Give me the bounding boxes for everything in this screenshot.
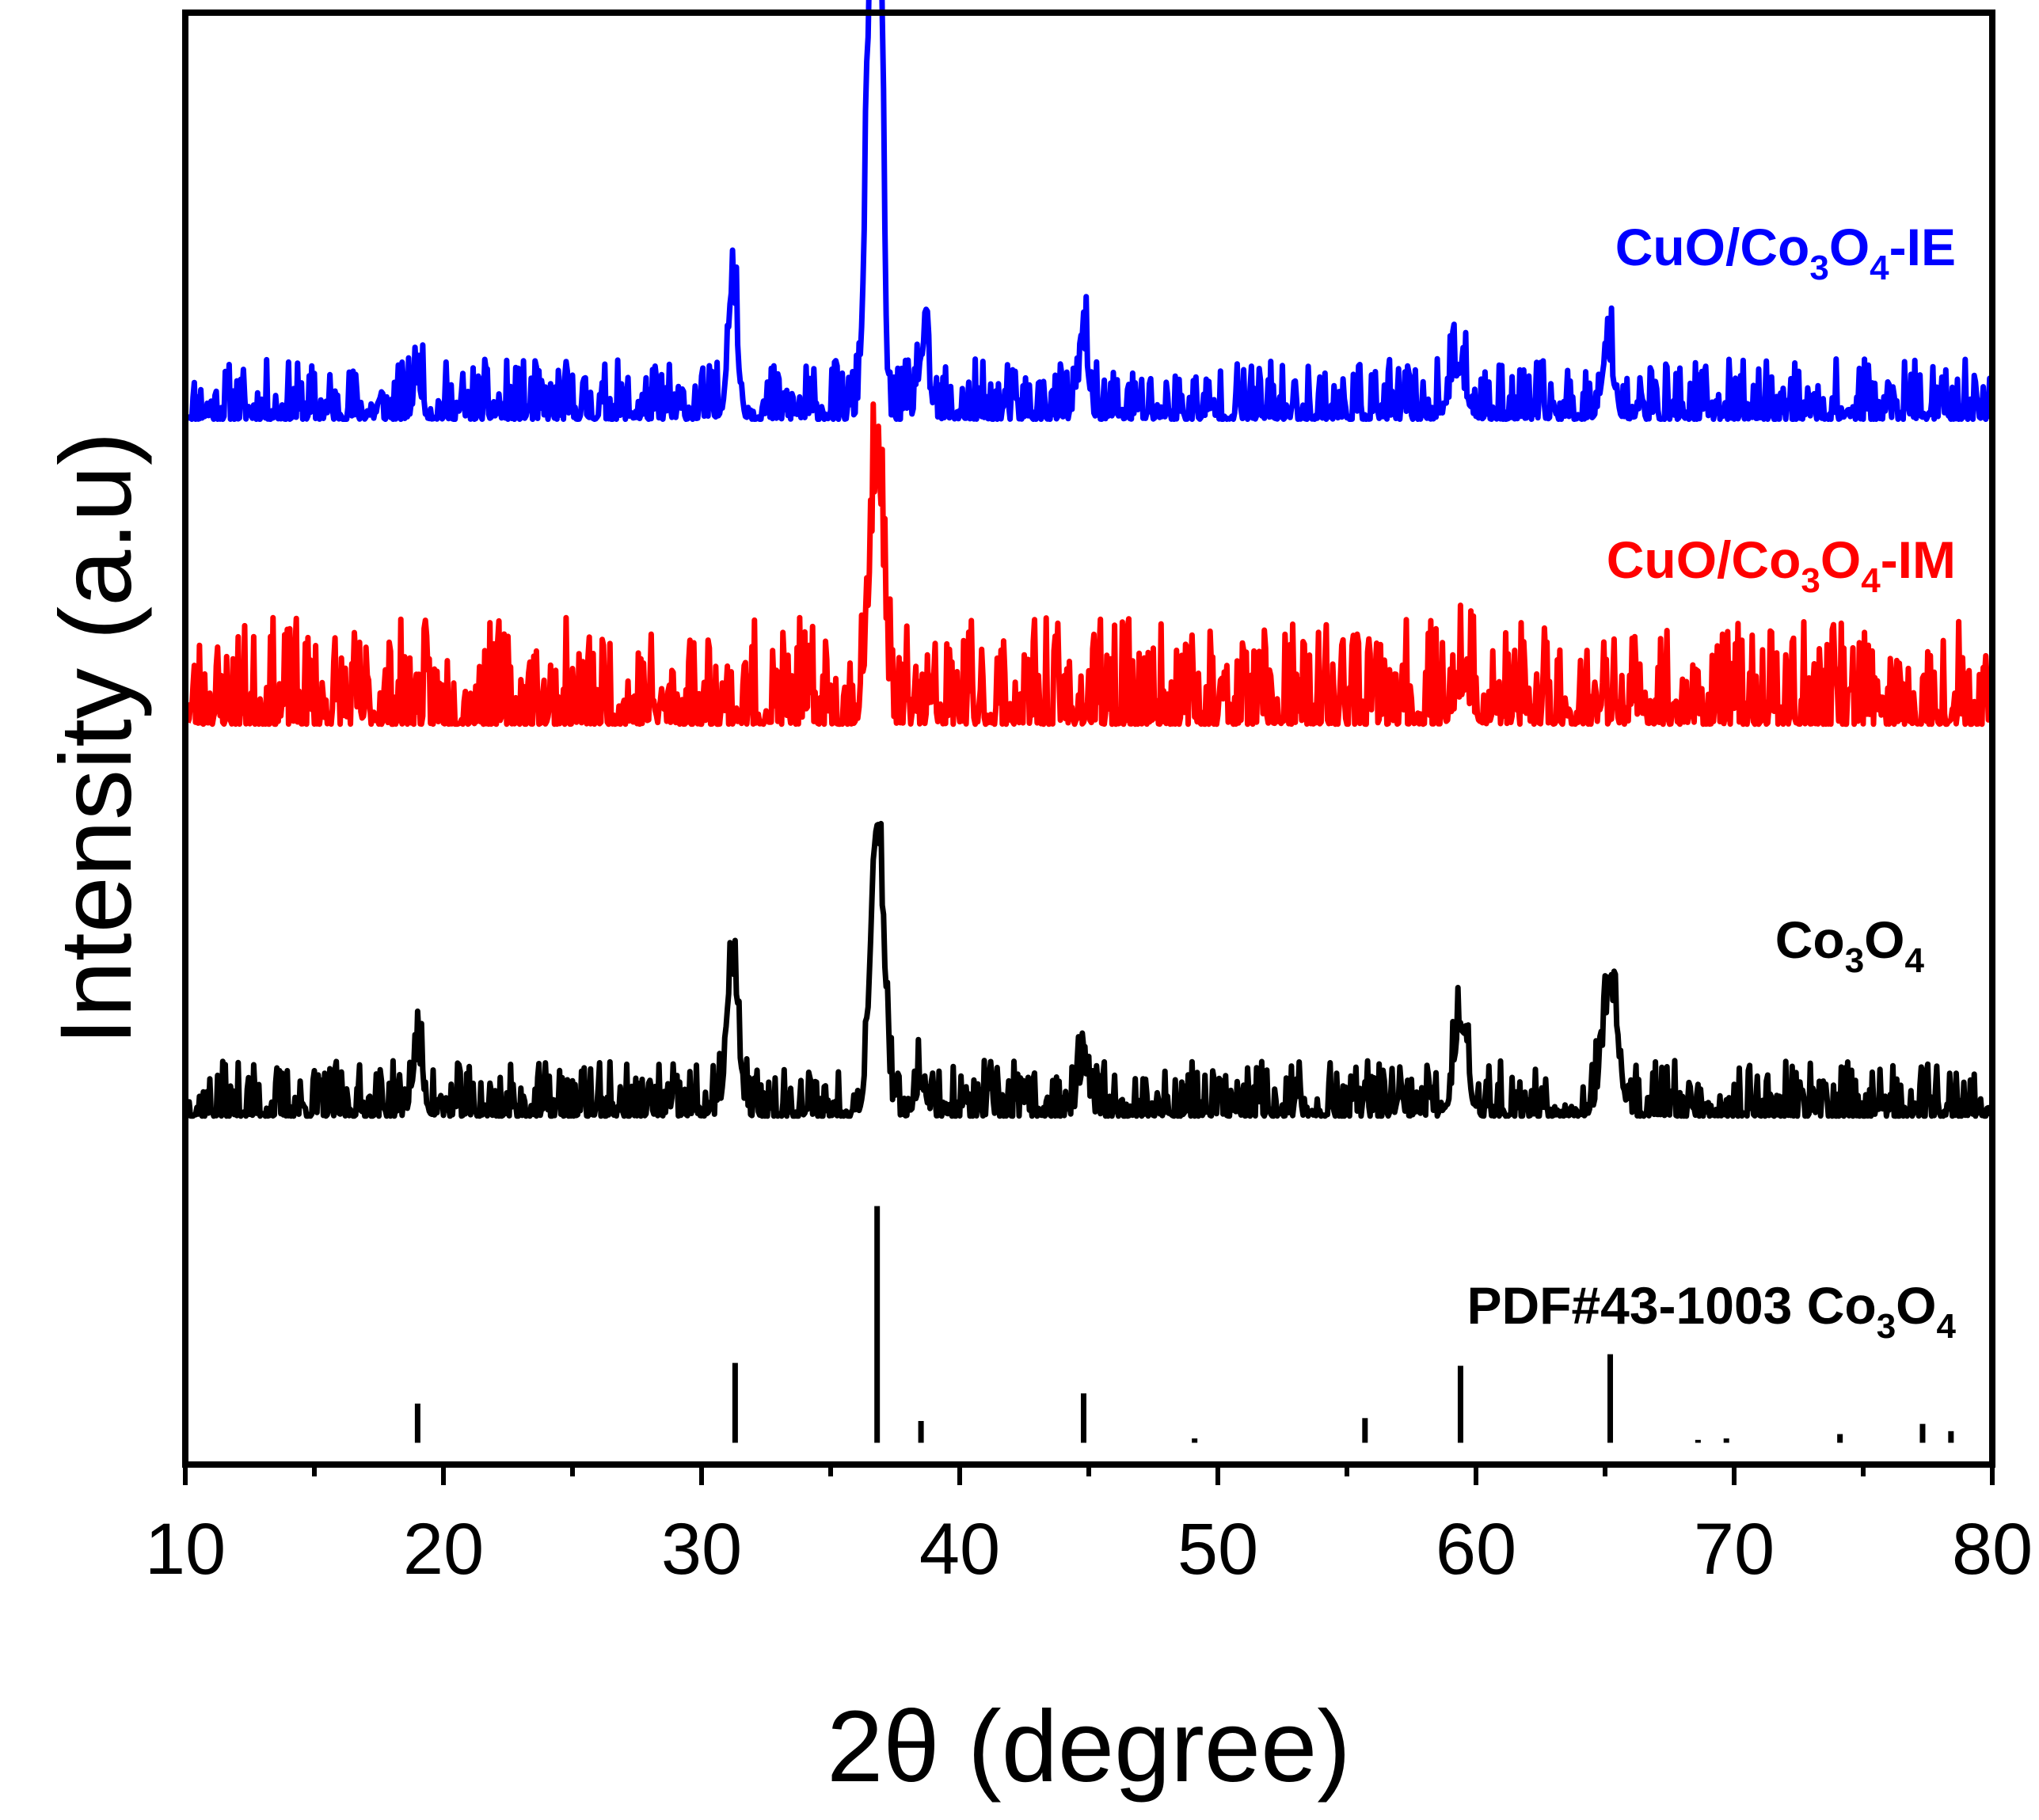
reference-pattern bbox=[414, 1206, 1954, 1443]
x-tick-label: 20 bbox=[403, 1509, 484, 1590]
series-co3o4 bbox=[184, 820, 1994, 1119]
series-ie bbox=[186, 0, 1994, 422]
x-axis-ticks: 10 20 30 40 50 60 70 80 bbox=[145, 1465, 2033, 1590]
x-axis-title: 2θ (degree) bbox=[827, 1690, 1351, 1803]
x-tick-label: 30 bbox=[661, 1509, 742, 1590]
x-tick-label: 70 bbox=[1694, 1509, 1775, 1590]
x-tick-label: 50 bbox=[1177, 1509, 1258, 1590]
label-im: CuO/Co3O4-IM bbox=[1607, 530, 1956, 600]
series-im bbox=[184, 401, 1994, 728]
x-tick-label: 80 bbox=[1952, 1509, 2033, 1590]
x-tick-label: 10 bbox=[145, 1509, 226, 1590]
x-tick-label: 60 bbox=[1436, 1509, 1516, 1590]
y-axis-title: Intensity (a.u) bbox=[40, 431, 153, 1045]
label-ie: CuO/Co3O4-IE bbox=[1615, 218, 1956, 287]
label-co3o4: Co3O4 bbox=[1775, 910, 1925, 980]
series-layer bbox=[184, 0, 1994, 1119]
label-reference: PDF#43-1003 Co3O4 bbox=[1466, 1276, 1956, 1346]
x-tick-label: 40 bbox=[919, 1509, 1000, 1590]
